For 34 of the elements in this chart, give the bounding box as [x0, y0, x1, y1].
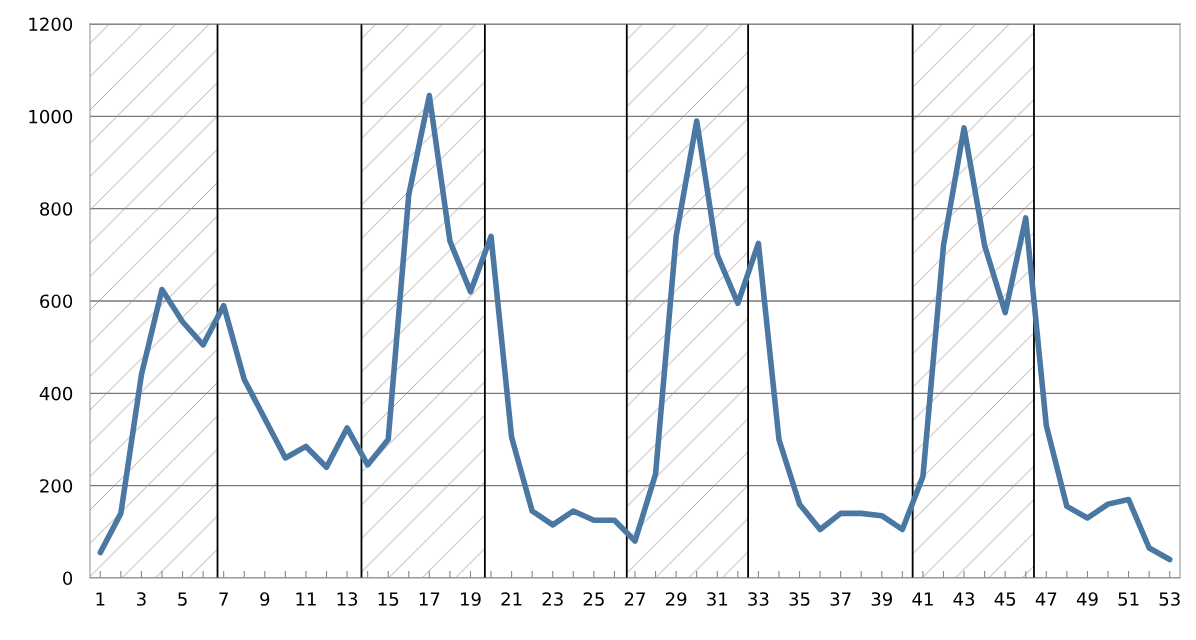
x-tick-label: 41	[912, 592, 933, 606]
y-tick-label: 0	[63, 571, 73, 586]
x-tick-label: 39	[871, 592, 893, 606]
x-tick-label: 35	[789, 592, 810, 606]
x-tick-label: 47	[1035, 592, 1057, 606]
x-tick-label: 25	[583, 592, 604, 606]
y-tick-label: 400	[39, 386, 73, 401]
x-tick-label: 19	[460, 592, 481, 606]
x-tick-label: 17	[419, 592, 440, 606]
x-tick-label: 51	[1118, 592, 1139, 606]
x-tick-label: 43	[953, 592, 975, 606]
x-tick-label: 31	[707, 592, 728, 606]
x-tick-label: 3	[137, 592, 146, 606]
x-tick-label: 33	[748, 592, 769, 606]
x-tick-label: 49	[1076, 592, 1098, 606]
x-tick-label: 5	[178, 592, 187, 606]
x-tick-label: 7	[219, 592, 228, 606]
y-tick-label: 600	[40, 294, 73, 309]
y-tick-label: 200	[40, 479, 73, 493]
y-tick-label: 1200	[29, 17, 73, 32]
x-tick-label: 15	[378, 592, 399, 606]
y-tick-label: 800	[40, 202, 73, 216]
x-tick-label: 21	[501, 592, 522, 606]
y-tick-label: 1000	[29, 109, 73, 124]
x-tick-label: 23	[542, 592, 563, 606]
x-tick-label: 13	[337, 592, 358, 606]
x-tick-label: 37	[830, 592, 851, 606]
x-tick-label: 29	[665, 592, 687, 606]
x-tick-label: 11	[296, 592, 316, 606]
x-tick-label: 53	[1159, 592, 1180, 606]
x-tick-label: 1	[96, 592, 105, 606]
x-tick-label: 27	[624, 592, 645, 606]
x-tick-label: 45	[994, 592, 1016, 606]
x-tick-label: 9	[260, 592, 270, 606]
